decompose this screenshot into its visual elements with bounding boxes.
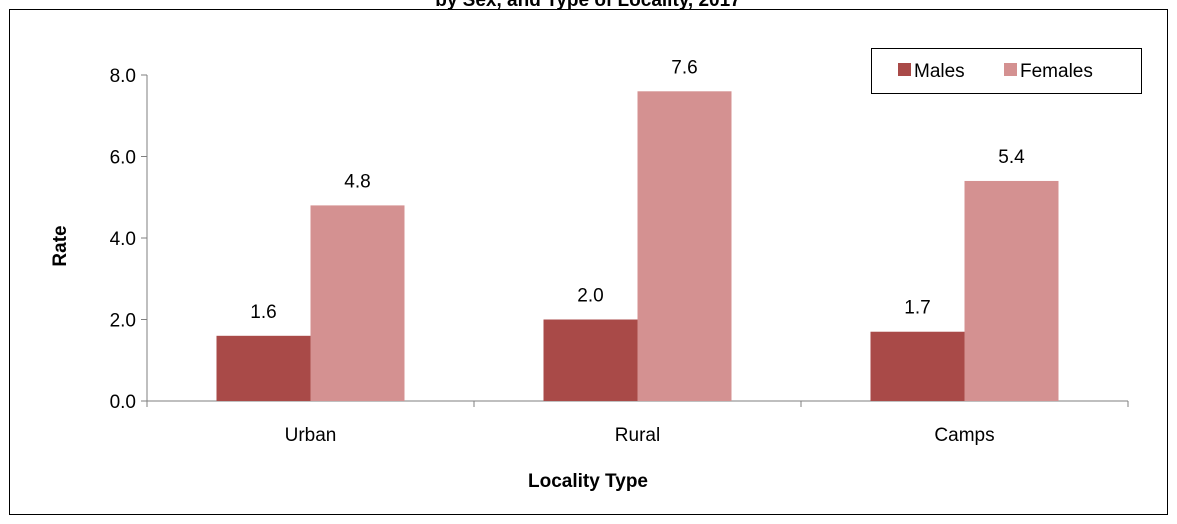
legend-label-males: Males <box>914 61 965 82</box>
chart-border <box>9 9 1168 515</box>
x-tick-label: Rural <box>615 425 660 446</box>
data-label: 1.7 <box>904 298 930 319</box>
legend-swatch-males <box>898 63 911 76</box>
x-axis: Urban Rural Camps <box>146 400 1129 446</box>
legend-swatch-females <box>1004 63 1017 76</box>
y-tick-label: 0.0 <box>110 392 136 413</box>
bar-males-camps <box>870 331 965 401</box>
bar-females-camps <box>964 180 1059 401</box>
bar-males-rural <box>543 319 638 401</box>
x-tick-label: Camps <box>934 425 994 446</box>
y-tick-label: 6.0 <box>110 148 136 169</box>
bar-females-urban <box>310 205 405 401</box>
data-label: 5.4 <box>998 147 1025 168</box>
y-tick-label: 4.0 <box>110 229 136 250</box>
x-axis-title: Locality Type <box>528 471 648 492</box>
chart-title: by Sex, and Type of Locality, 2017 <box>435 0 741 11</box>
bars <box>216 91 1059 402</box>
y-tick-label: 8.0 <box>110 66 136 87</box>
data-label: 4.8 <box>344 171 370 192</box>
y-tick-label: 2.0 <box>110 311 136 332</box>
y-axis-title: Rate <box>50 225 71 266</box>
x-tick-label: Urban <box>285 425 337 446</box>
bar-females-rural <box>637 91 732 402</box>
data-label: 7.6 <box>671 57 697 78</box>
data-label: 1.6 <box>250 302 276 323</box>
legend: Males Females <box>871 48 1142 94</box>
legend-label-females: Females <box>1020 61 1093 82</box>
data-label: 2.0 <box>577 286 603 307</box>
y-axis: 0.0 2.0 4.0 6.0 8.0 <box>110 66 148 413</box>
bar-males-urban <box>216 335 311 401</box>
data-labels: 1.6 2.0 1.7 4.8 7.6 5.4 <box>250 57 1025 323</box>
